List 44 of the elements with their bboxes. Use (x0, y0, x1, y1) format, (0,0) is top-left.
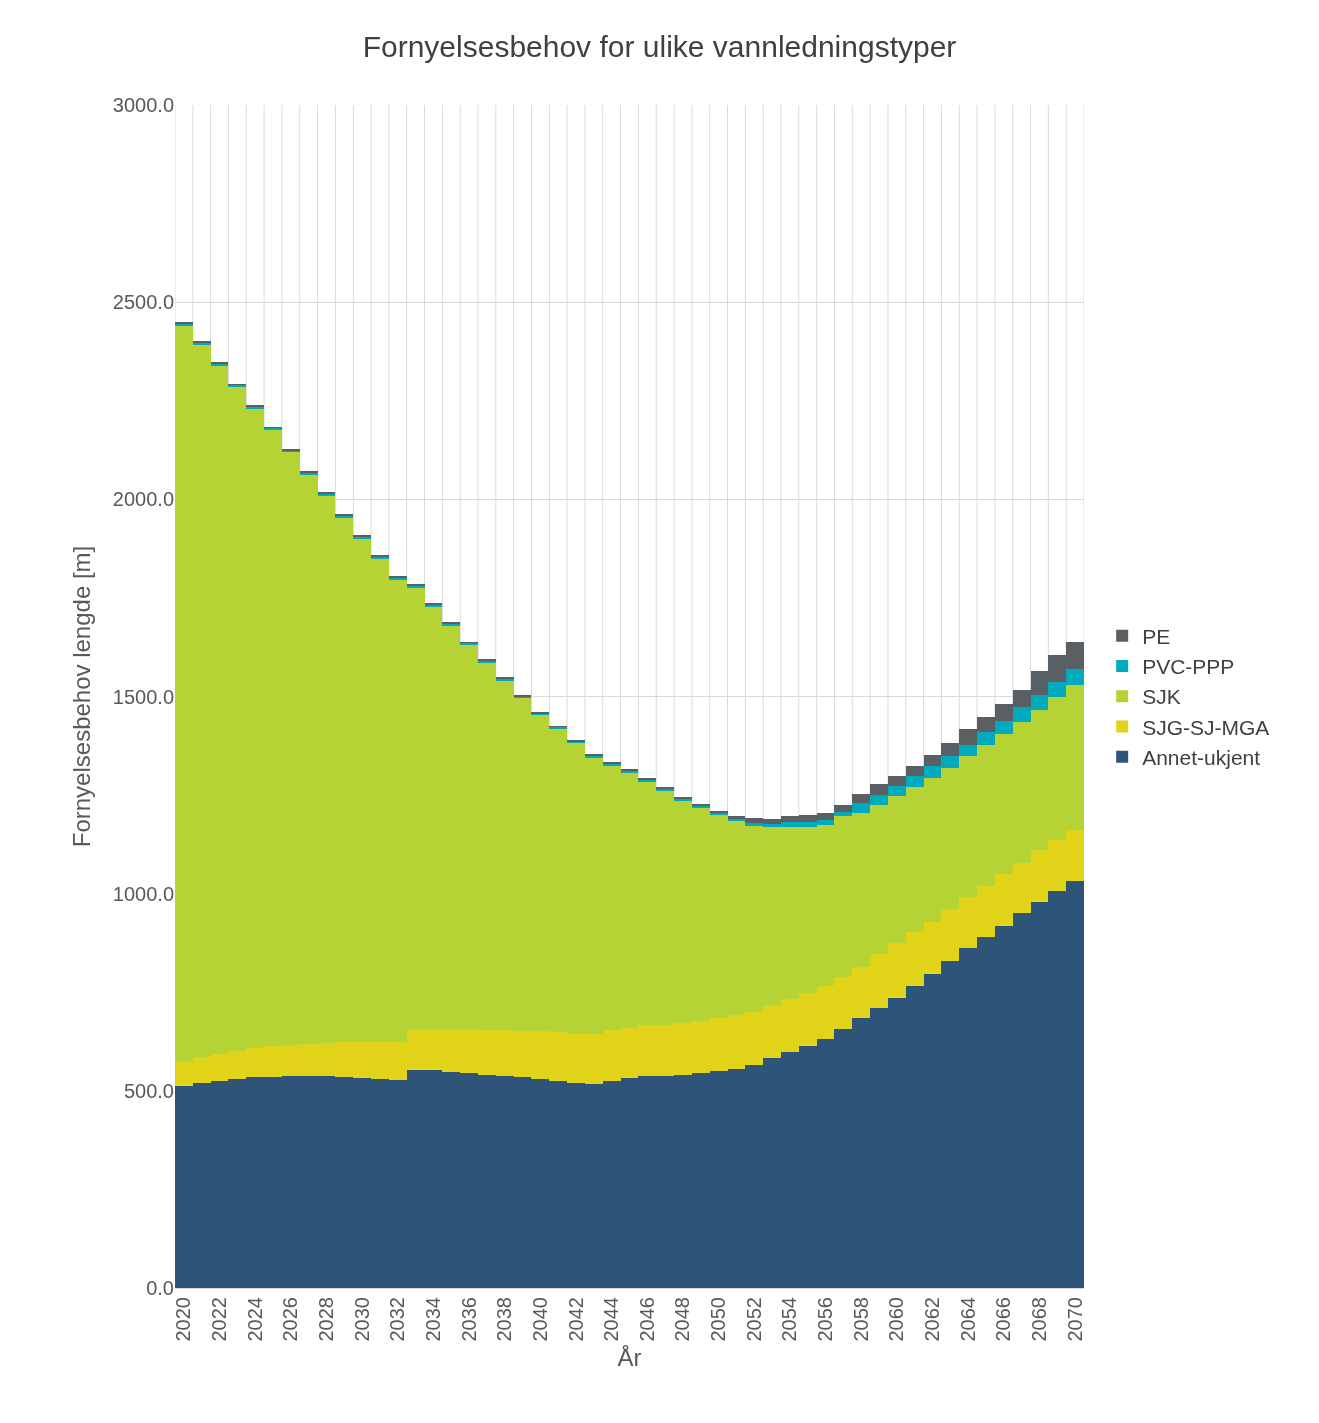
x-tick-label: 2022 (208, 1297, 231, 1342)
x-tick-label: 2048 (671, 1297, 694, 1342)
x-tick-label: 2044 (600, 1297, 623, 1342)
bar (906, 766, 924, 776)
x-tick-label: 2030 (350, 1297, 373, 1342)
chart-title: Fornyelsesbehov for ulike vannledningstyper (362, 29, 957, 63)
legend-label: Annet-ukjent (1142, 746, 1261, 770)
x-tick-label: 2032 (386, 1297, 409, 1342)
x-tick-label: 2026 (279, 1297, 302, 1342)
x-tick-label: 2036 (457, 1297, 480, 1342)
x-tick-label: 2058 (849, 1297, 872, 1342)
legend-label: PVC-PPP (1142, 655, 1235, 679)
x-tick-label: 2042 (564, 1297, 587, 1342)
y-tick-label: 1000.0 (112, 882, 174, 905)
x-tick-label: 2050 (707, 1297, 730, 1342)
y-tick-label: 1500.0 (112, 685, 174, 708)
legend-label: PE (1142, 624, 1171, 648)
x-tick-label: 2062 (921, 1297, 943, 1342)
x-tick-label: 2060 (885, 1297, 908, 1342)
y-axis-title: Fornyelsesbehov lengde [m] (67, 545, 95, 848)
x-tick-label: 2024 (243, 1297, 266, 1342)
x-tick-label: 2066 (992, 1297, 1015, 1342)
x-tick-label: 2068 (1027, 1297, 1050, 1342)
x-tick-label: 2028 (315, 1297, 337, 1342)
y-tick-label: 0.0 (146, 1277, 174, 1299)
x-tick-label: 2020 (172, 1297, 195, 1342)
legend-label: SJK (1142, 685, 1181, 709)
y-tick-label: 2000.0 (112, 488, 174, 511)
x-tick-label: 2038 (493, 1297, 516, 1342)
x-tick-label: 2070 (1063, 1297, 1086, 1342)
x-axis-title: År (617, 1343, 642, 1371)
x-tick-label: 2046 (635, 1297, 658, 1342)
legend-label: SJG-SJ-MGA (1142, 715, 1270, 739)
x-tick-label: 2054 (778, 1297, 801, 1342)
x-tick-label: 2052 (742, 1297, 765, 1342)
bar (959, 745, 977, 756)
x-tick-label: 2064 (956, 1297, 979, 1342)
y-tick-label: 2500.0 (112, 291, 174, 314)
y-tick-label: 500.0 (123, 1079, 174, 1102)
x-tick-label: 2040 (528, 1297, 551, 1342)
x-tick-label: 2056 (814, 1297, 837, 1342)
x-tick-label: 2034 (421, 1297, 444, 1342)
bar (834, 805, 852, 812)
y-tick-label: 3000.0 (112, 94, 174, 116)
